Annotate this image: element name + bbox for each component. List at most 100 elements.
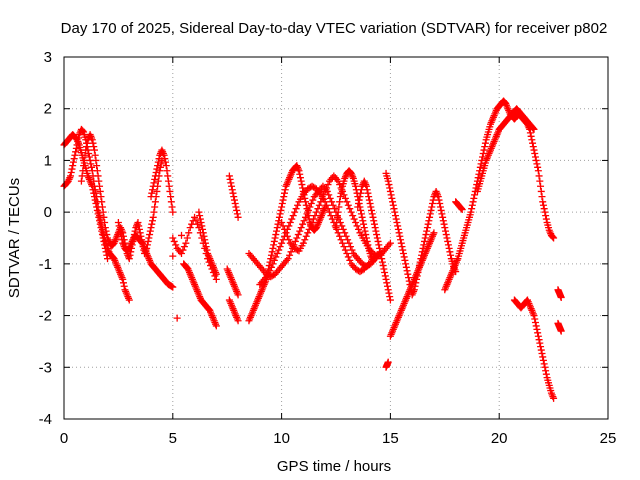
data-point [344,236,352,244]
data-point [268,248,276,256]
data-point [297,224,305,232]
data-point [367,203,375,211]
data-point [534,163,542,171]
data-point [67,168,75,176]
x-axis-label: GPS time / hours [277,458,391,475]
data-point [273,250,281,258]
data-point [381,272,389,280]
data-point [425,217,433,225]
data-point [369,213,377,221]
data-point [91,151,99,159]
data-point [134,218,142,226]
data-point [88,136,96,144]
y-tick-label: 3 [44,49,52,66]
data-point [192,217,200,225]
data-point [399,250,407,258]
data-point [331,222,339,230]
data-point [90,193,98,201]
data-point [435,196,443,204]
data-point [160,151,168,159]
data-point [373,231,381,239]
data-point [93,162,101,170]
data-point [457,205,465,213]
data-point [424,220,432,228]
data-point [336,193,344,201]
data-point [118,236,126,244]
data-point [97,193,105,201]
data-point [338,222,346,230]
data-point [383,279,391,287]
data-point [266,267,274,275]
data-point [281,189,289,197]
plot-frame [63,56,609,420]
data-point [357,210,365,218]
y-tick-label: -4 [39,411,52,428]
data-point [162,162,170,170]
data-point [536,339,544,347]
data-point [542,215,550,223]
series-arc-i [223,265,242,299]
series-arc-a [60,125,133,304]
data-point [88,182,96,190]
data-point [436,203,444,211]
data-point [93,167,101,175]
data-point [395,229,403,237]
data-point [542,367,550,375]
y-tick-label: 2 [44,101,52,118]
data-point [365,196,373,204]
data-point [231,200,239,208]
data-point [280,193,288,201]
data-point [289,212,297,220]
data-point [446,248,454,256]
data-point [115,222,123,230]
data-point [530,312,538,320]
data-point [528,136,536,144]
data-point [366,200,374,208]
data-point [279,222,287,230]
series-isolated-c [554,286,565,335]
series-arc-p [354,177,394,304]
data-point [298,181,306,189]
data-point [387,191,395,199]
data-point [302,198,310,206]
data-point [422,231,430,239]
data-point [163,167,171,175]
data-point [334,229,342,237]
data-point [437,206,445,214]
data-point [436,200,444,208]
data-point [398,243,406,251]
data-point [173,314,181,322]
data-point [233,206,241,214]
series-arc-m [256,182,373,289]
data-point [149,182,157,190]
data-point [393,218,401,226]
data-point [344,201,352,209]
data-point [267,263,275,271]
data-point [344,253,352,261]
data-point [126,251,134,259]
data-point [444,241,452,249]
data-point [212,322,220,330]
data-point [285,236,293,244]
data-point [278,200,286,208]
data-point [98,203,106,211]
data-point [303,210,311,218]
data-point [324,205,332,213]
data-point [370,220,378,228]
data-point [389,201,397,209]
data-point [381,268,389,276]
data-point [169,283,177,291]
data-point [542,212,550,220]
data-point [79,127,87,135]
data-point [327,212,335,220]
data-point [426,213,434,221]
data-point [537,187,545,195]
data-point [477,160,485,168]
data-point [103,231,111,239]
data-point [328,215,336,223]
data-point [343,250,351,258]
data-point [534,332,542,340]
data-point [89,186,97,194]
data-point [321,187,329,195]
